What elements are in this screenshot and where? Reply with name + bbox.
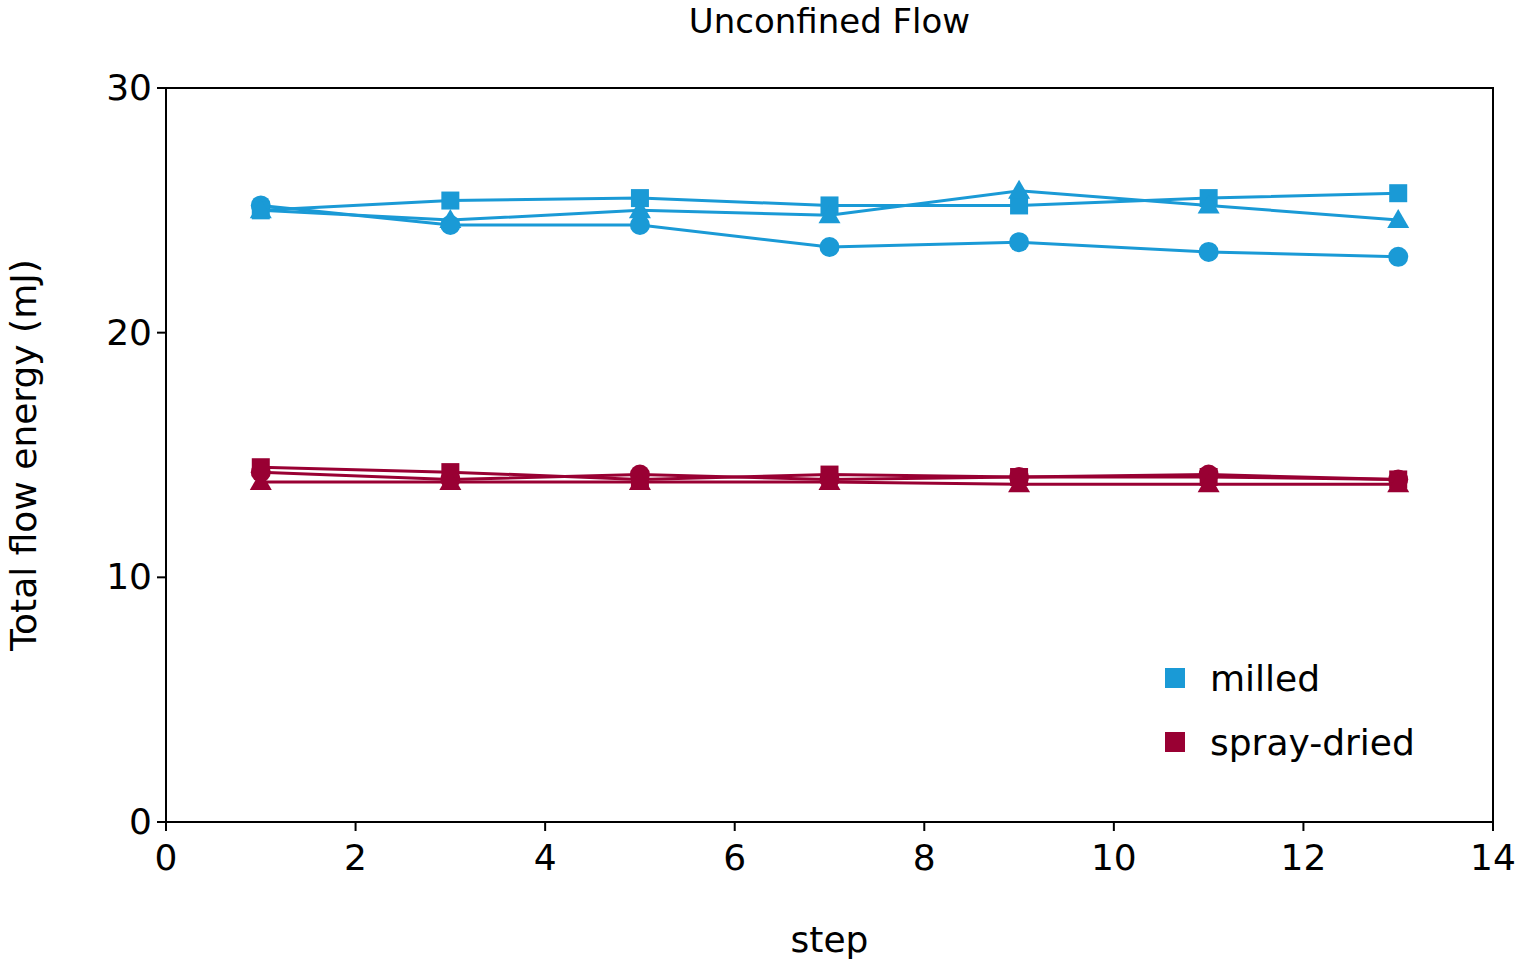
y-tick-label: 0 xyxy=(129,801,152,842)
legend-swatch xyxy=(1165,732,1185,752)
marker xyxy=(1198,194,1220,213)
marker xyxy=(1008,180,1030,199)
chart: Unconfined Flow step Total flow energy (mJ… xyxy=(0,0,1518,966)
x-tick xyxy=(355,822,357,831)
marker xyxy=(629,199,651,218)
x-tick-label: 2 xyxy=(344,837,367,878)
marker xyxy=(250,199,272,218)
marker xyxy=(820,237,840,257)
y-tick-label: 30 xyxy=(106,67,152,108)
marker xyxy=(1387,473,1409,492)
x-tick xyxy=(165,822,167,831)
y-tick-label: 20 xyxy=(106,312,152,353)
y-tick-label: 10 xyxy=(106,556,152,597)
data-group xyxy=(250,180,1409,493)
marker xyxy=(1008,473,1030,492)
plot-frame xyxy=(166,88,1493,822)
x-tick xyxy=(923,822,925,831)
x-tick-label: 0 xyxy=(155,837,178,878)
marker xyxy=(439,209,461,228)
x-tick-label: 12 xyxy=(1281,837,1327,878)
marker xyxy=(1389,184,1407,202)
marker xyxy=(1199,242,1219,262)
x-tick-label: 14 xyxy=(1470,837,1516,878)
marker xyxy=(441,192,459,210)
x-tick xyxy=(544,822,546,831)
x-axis-label: step xyxy=(791,919,869,960)
x-tick-label: 10 xyxy=(1091,837,1137,878)
legend-swatch xyxy=(1165,668,1185,688)
y-tick xyxy=(157,576,166,578)
x-tick-label: 4 xyxy=(534,837,557,878)
marker xyxy=(629,471,651,490)
title: Unconfined Flow xyxy=(689,1,970,41)
marker xyxy=(819,471,841,490)
marker xyxy=(820,469,840,489)
x-tick xyxy=(1492,822,1494,831)
marker xyxy=(250,471,272,490)
y-tick xyxy=(157,87,166,89)
marker xyxy=(440,469,460,489)
x-tick xyxy=(1302,822,1304,831)
x-tick-label: 6 xyxy=(723,837,746,878)
y-tick xyxy=(157,821,166,823)
marker xyxy=(1009,232,1029,252)
legend-label: milled xyxy=(1210,658,1320,699)
x-tick xyxy=(734,822,736,831)
marker xyxy=(819,204,841,223)
marker xyxy=(1198,473,1220,492)
marker xyxy=(1010,196,1028,214)
y-tick xyxy=(157,332,166,334)
marker xyxy=(1387,209,1409,228)
marker xyxy=(439,471,461,490)
marker xyxy=(1388,247,1408,267)
x-tick-label: 8 xyxy=(913,837,936,878)
y-axis-label: Total flow energy (mJ) xyxy=(3,259,44,652)
legend-label: spray-dried xyxy=(1210,722,1415,763)
x-tick xyxy=(1113,822,1115,831)
